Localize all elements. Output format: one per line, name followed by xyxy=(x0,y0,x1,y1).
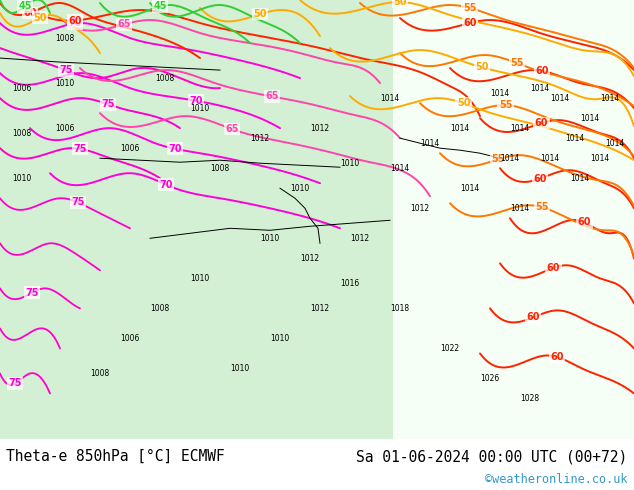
Text: 50: 50 xyxy=(33,13,47,23)
Text: 1014: 1014 xyxy=(540,154,560,163)
Text: 70: 70 xyxy=(190,96,203,106)
Text: 70: 70 xyxy=(159,179,172,190)
Text: 1028: 1028 xyxy=(521,394,540,403)
Text: 1006: 1006 xyxy=(55,123,75,133)
Text: 45: 45 xyxy=(153,1,167,11)
Text: 55: 55 xyxy=(491,154,505,164)
Text: 75: 75 xyxy=(101,99,115,109)
Text: 1014: 1014 xyxy=(450,123,470,133)
Text: 1012: 1012 xyxy=(311,123,330,133)
Text: 1014: 1014 xyxy=(605,139,624,147)
Text: Sa 01-06-2024 00:00 UTC (00+72): Sa 01-06-2024 00:00 UTC (00+72) xyxy=(356,449,628,464)
Text: 1010: 1010 xyxy=(340,159,359,168)
Text: 55: 55 xyxy=(499,100,512,110)
Text: 60: 60 xyxy=(535,118,548,128)
Text: 1014: 1014 xyxy=(600,94,619,102)
Text: 1014: 1014 xyxy=(531,84,550,93)
Text: 1012: 1012 xyxy=(301,254,320,263)
Text: 1014: 1014 xyxy=(460,184,480,193)
Text: 1026: 1026 xyxy=(481,374,500,383)
Text: Theta-e 850hPa [°C] ECMWF: Theta-e 850hPa [°C] ECMWF xyxy=(6,449,225,464)
Text: 1008: 1008 xyxy=(55,33,75,43)
Text: 50: 50 xyxy=(476,62,489,73)
Text: 1010: 1010 xyxy=(55,78,75,88)
Text: 1006: 1006 xyxy=(120,144,139,153)
Text: 75: 75 xyxy=(25,288,39,298)
Text: 1022: 1022 xyxy=(441,344,460,353)
Text: 1014: 1014 xyxy=(510,204,529,213)
Text: 1014: 1014 xyxy=(590,154,610,163)
Text: 1006: 1006 xyxy=(120,334,139,343)
Text: 65: 65 xyxy=(225,124,239,134)
Text: 55: 55 xyxy=(510,58,524,68)
Text: 1014: 1014 xyxy=(580,114,600,122)
Text: 1008: 1008 xyxy=(13,129,32,138)
Text: 1006: 1006 xyxy=(12,84,32,93)
Text: 50: 50 xyxy=(253,9,267,19)
Text: 75: 75 xyxy=(59,65,73,75)
Text: 1010: 1010 xyxy=(290,184,309,193)
Text: 1012: 1012 xyxy=(311,304,330,313)
Text: 60: 60 xyxy=(578,218,591,227)
Text: 1014: 1014 xyxy=(490,89,510,98)
Text: 60: 60 xyxy=(526,312,540,322)
Text: 50: 50 xyxy=(394,0,407,7)
Text: 1010: 1010 xyxy=(190,274,210,283)
Text: 1010: 1010 xyxy=(13,174,32,183)
Text: 55: 55 xyxy=(463,3,476,13)
Text: 1010: 1010 xyxy=(230,364,250,373)
Text: 45: 45 xyxy=(18,1,32,11)
Text: 75: 75 xyxy=(71,197,85,207)
Text: 65: 65 xyxy=(117,20,131,29)
Text: 1018: 1018 xyxy=(391,304,410,313)
Text: 1014: 1014 xyxy=(391,164,410,172)
Text: 1010: 1010 xyxy=(270,334,290,343)
Text: 1014: 1014 xyxy=(566,134,585,143)
Text: 1012: 1012 xyxy=(351,234,370,243)
Text: 1014: 1014 xyxy=(420,139,439,147)
Text: 65: 65 xyxy=(265,92,279,101)
Bar xyxy=(393,0,634,439)
Text: 1016: 1016 xyxy=(340,279,359,288)
Text: 60: 60 xyxy=(463,18,477,28)
Text: 60: 60 xyxy=(533,173,547,184)
Text: 1012: 1012 xyxy=(250,134,269,143)
Text: 75: 75 xyxy=(74,144,87,154)
Bar xyxy=(0,0,393,439)
Text: 1014: 1014 xyxy=(500,154,520,163)
Text: 75: 75 xyxy=(8,378,22,389)
Text: 1008: 1008 xyxy=(150,304,170,313)
Text: 1012: 1012 xyxy=(410,204,430,213)
Text: 1014: 1014 xyxy=(380,94,399,102)
Text: ©weatheronline.co.uk: ©weatheronline.co.uk xyxy=(485,473,628,486)
Text: 1008: 1008 xyxy=(91,369,110,378)
Text: 1014: 1014 xyxy=(510,123,529,133)
Text: 1014: 1014 xyxy=(571,174,590,183)
Text: 60: 60 xyxy=(68,16,82,25)
Text: 70: 70 xyxy=(68,19,82,28)
Text: 50: 50 xyxy=(457,98,470,108)
Text: 60: 60 xyxy=(550,352,564,362)
Text: 55: 55 xyxy=(535,202,549,212)
Text: 60: 60 xyxy=(547,263,560,273)
Text: 1010: 1010 xyxy=(261,234,280,243)
Text: 1010: 1010 xyxy=(190,104,210,113)
Text: 1008: 1008 xyxy=(210,164,230,172)
Text: 60: 60 xyxy=(23,8,37,18)
Text: 1014: 1014 xyxy=(550,94,569,102)
Text: 60: 60 xyxy=(535,66,549,76)
Text: 70: 70 xyxy=(168,144,182,154)
Text: 1008: 1008 xyxy=(155,74,174,83)
